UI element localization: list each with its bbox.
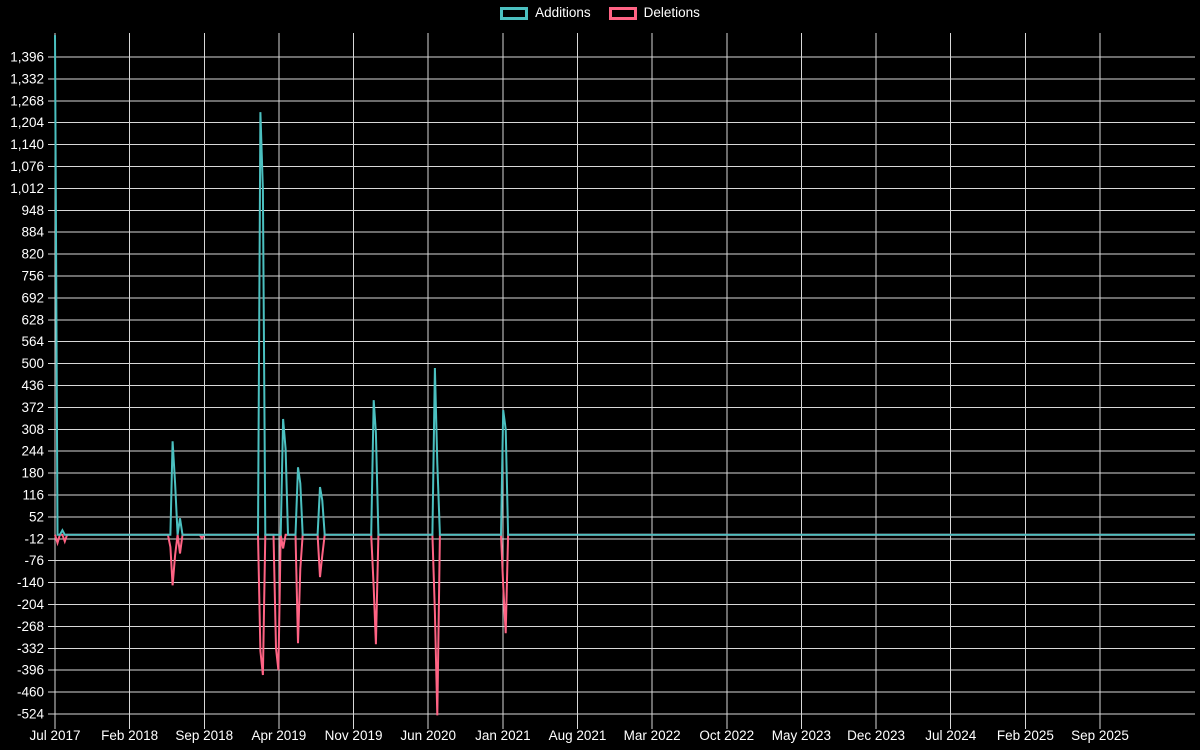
chart-legend: Additions Deletions bbox=[0, 6, 1200, 20]
legend-item-deletions[interactable]: Deletions bbox=[608, 5, 700, 20]
y-tick-label: 1,140 bbox=[10, 137, 44, 152]
y-tick-label: -268 bbox=[17, 619, 44, 634]
y-tick-label: 52 bbox=[29, 509, 44, 524]
x-tick-label: Mar 2022 bbox=[624, 728, 681, 743]
y-tick-label: -140 bbox=[17, 575, 44, 590]
y-tick-label: 436 bbox=[21, 378, 44, 393]
y-tick-label: 756 bbox=[21, 269, 44, 284]
x-tick-label: Jul 2017 bbox=[29, 728, 80, 743]
x-tick-label: May 2023 bbox=[772, 728, 831, 743]
y-tick-label: 948 bbox=[21, 203, 44, 218]
y-tick-label: 180 bbox=[21, 466, 44, 481]
x-tick-label: Apr 2019 bbox=[252, 728, 307, 743]
deletions-line bbox=[54, 533, 1195, 716]
x-tick-label: Feb 2018 bbox=[101, 728, 158, 743]
y-tick-label: 1,396 bbox=[10, 50, 44, 65]
x-tick-label: Sep 2018 bbox=[175, 728, 233, 743]
y-tick-label: 564 bbox=[21, 334, 44, 349]
legend-label-additions: Additions bbox=[535, 5, 591, 20]
y-tick-label: -396 bbox=[17, 663, 44, 678]
additions-line bbox=[54, 35, 1195, 536]
y-tick-label: 884 bbox=[21, 225, 44, 240]
x-tick-label: Jan 2021 bbox=[475, 728, 531, 743]
y-tick-label: -524 bbox=[17, 707, 45, 722]
additions-swatch-icon bbox=[500, 6, 529, 20]
y-tick-label: -204 bbox=[17, 597, 45, 612]
x-tick-label: Aug 2021 bbox=[549, 728, 607, 743]
y-tick-label: 308 bbox=[21, 422, 44, 437]
y-tick-label: 692 bbox=[21, 290, 44, 305]
deletions-swatch-icon bbox=[608, 6, 637, 20]
y-tick-label: -460 bbox=[17, 685, 44, 700]
y-tick-label: 1,076 bbox=[10, 159, 44, 174]
x-tick-label: Jul 2024 bbox=[925, 728, 977, 743]
y-tick-label: 244 bbox=[21, 444, 44, 459]
x-tick-label: Feb 2025 bbox=[997, 728, 1054, 743]
x-tick-label: Sep 2025 bbox=[1071, 728, 1129, 743]
y-tick-label: -76 bbox=[24, 553, 44, 568]
x-tick-label: Dec 2023 bbox=[847, 728, 905, 743]
y-tick-label: 628 bbox=[21, 312, 44, 327]
y-tick-label: 1,268 bbox=[10, 93, 44, 108]
y-tick-label: 372 bbox=[21, 400, 44, 415]
legend-label-deletions: Deletions bbox=[643, 5, 700, 20]
y-tick-label: 1,012 bbox=[10, 181, 44, 196]
y-tick-label: -12 bbox=[24, 531, 44, 546]
y-tick-label: 1,204 bbox=[10, 115, 44, 130]
y-tick-label: 820 bbox=[21, 247, 44, 262]
y-tick-label: 116 bbox=[22, 488, 44, 503]
x-tick-label: Nov 2019 bbox=[325, 728, 383, 743]
y-tick-label: -332 bbox=[17, 641, 44, 656]
legend-item-additions[interactable]: Additions bbox=[500, 6, 591, 20]
y-tick-label: 1,332 bbox=[10, 71, 44, 86]
x-tick-label: Jun 2020 bbox=[400, 728, 456, 743]
x-tick-label: Oct 2022 bbox=[699, 728, 754, 743]
y-tick-label: 500 bbox=[21, 356, 44, 371]
